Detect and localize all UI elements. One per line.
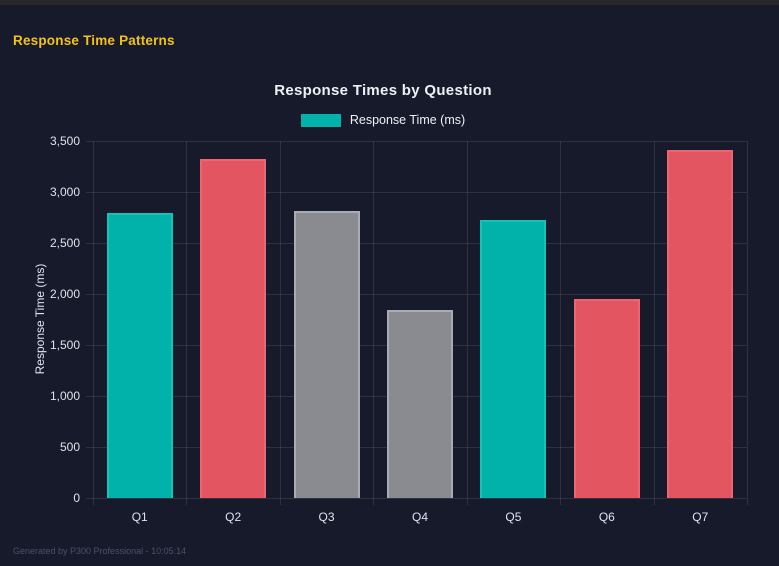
gridline-vertical <box>373 141 375 505</box>
page-title: Response Time Patterns <box>13 33 175 48</box>
chart-legend[interactable]: Response Time (ms) <box>20 113 746 127</box>
y-axis-tick-label: 3,500 <box>49 134 80 148</box>
gridline-horizontal <box>86 243 747 244</box>
bar-q4[interactable] <box>387 309 453 498</box>
bar-q5[interactable] <box>480 220 547 498</box>
gridline-horizontal <box>86 192 747 193</box>
y-axis-title: Response Time (ms) <box>33 263 47 374</box>
legend-label: Response Time (ms) <box>349 113 466 127</box>
bar-q2[interactable] <box>200 158 267 498</box>
y-axis-tick-label: 3,000 <box>49 185 80 199</box>
bar-q6[interactable] <box>573 299 640 498</box>
x-axis-tick-label: Q7 <box>692 510 709 524</box>
x-axis-tick-label: Q6 <box>598 510 615 524</box>
bar-q3[interactable] <box>293 211 360 498</box>
gridline-vertical <box>186 141 188 505</box>
x-axis-tick-label: Q5 <box>505 510 522 524</box>
bar-q1[interactable] <box>106 212 173 498</box>
gridline-vertical <box>560 141 562 505</box>
y-axis-tick-label: 0 <box>73 491 80 505</box>
y-axis-tick-label: 500 <box>59 440 80 454</box>
bar-q7[interactable] <box>667 150 734 498</box>
gridline-vertical <box>93 141 94 505</box>
gridline-vertical <box>466 141 468 505</box>
x-axis-tick-label: Q1 <box>131 510 148 524</box>
footer-status-text: Generated by P300 Professional - 10:05:1… <box>13 546 187 556</box>
chart-title: Response Times by Question <box>274 82 492 99</box>
x-axis-tick-label: Q2 <box>225 510 242 524</box>
gridline-vertical <box>653 141 655 505</box>
gridline-horizontal <box>86 294 747 295</box>
y-axis-tick-label: 1,000 <box>49 389 80 403</box>
gridline-horizontal <box>86 498 747 499</box>
gridline-horizontal <box>86 141 747 142</box>
x-axis-tick-label: Q4 <box>411 510 428 524</box>
y-axis-tick-label: 1,500 <box>49 338 80 352</box>
gridline-vertical <box>279 141 281 505</box>
y-axis-tick-label: 2,000 <box>49 287 80 301</box>
window-top-strip <box>0 0 779 5</box>
y-axis-tick-label: 2,500 <box>49 236 80 250</box>
legend-swatch <box>300 113 341 127</box>
gridline-vertical <box>747 141 748 505</box>
x-axis-tick-label: Q3 <box>318 510 335 524</box>
